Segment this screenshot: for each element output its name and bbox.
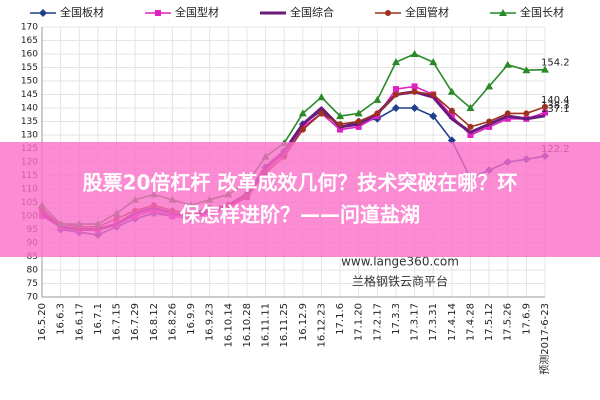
point bbox=[354, 109, 363, 117]
end-label: 140.4 bbox=[541, 95, 570, 106]
x-tick-label: 16.7.29 bbox=[130, 303, 141, 341]
point bbox=[392, 86, 399, 93]
point bbox=[299, 126, 306, 133]
x-tick-label: 16.11.11 bbox=[261, 303, 272, 348]
y-tick-label: 150 bbox=[21, 77, 38, 87]
y-tick-label: 145 bbox=[21, 90, 38, 100]
y-tick-label: 170 bbox=[21, 23, 38, 33]
y-tick-label: 155 bbox=[21, 63, 38, 73]
point bbox=[523, 110, 530, 117]
x-tick-label: 16.10.14 bbox=[223, 303, 234, 348]
y-tick-label: 130 bbox=[21, 131, 38, 141]
point bbox=[429, 58, 438, 66]
point bbox=[336, 112, 345, 120]
legend-label: 全国型材 bbox=[175, 5, 219, 19]
point bbox=[385, 10, 391, 16]
y-tick-label: 80 bbox=[27, 266, 39, 276]
point bbox=[410, 104, 419, 112]
x-tick-label: 16.12.9 bbox=[298, 303, 309, 341]
point bbox=[466, 104, 475, 111]
point bbox=[499, 9, 507, 16]
x-tick-label: 17.4.28 bbox=[465, 303, 476, 341]
x-tick-label: 16.6.17 bbox=[74, 303, 85, 341]
point bbox=[298, 109, 307, 117]
point bbox=[485, 82, 494, 90]
point bbox=[448, 107, 455, 114]
x-tick-label: 17.5.12 bbox=[484, 303, 495, 341]
x-tick-label: 预测2017-6-23 bbox=[538, 303, 551, 375]
point bbox=[374, 110, 381, 117]
legend-label: 全国长材 bbox=[520, 5, 564, 19]
point bbox=[355, 123, 362, 130]
x-tick-label: 17.2.17 bbox=[372, 303, 383, 341]
x-tick-label: 16.9.9 bbox=[186, 303, 197, 335]
x-tick-label: 17.3.17 bbox=[410, 303, 421, 341]
x-tick-label: 17.1.6 bbox=[335, 303, 346, 335]
point bbox=[411, 83, 418, 90]
x-tick-label: 16.9.23 bbox=[205, 303, 216, 341]
legend-label: 全国综合 bbox=[290, 5, 334, 19]
x-tick-label: 17.6.9 bbox=[521, 303, 532, 335]
overlay-title: 保怎样进阶？——问道盐湖 bbox=[179, 203, 420, 227]
point bbox=[503, 60, 512, 68]
x-tick-label: 16.11.25 bbox=[279, 303, 290, 348]
point bbox=[392, 91, 399, 98]
x-tick-label: 16.10.28 bbox=[242, 303, 253, 348]
y-tick-label: 135 bbox=[21, 117, 38, 127]
y-tick-label: 70 bbox=[27, 293, 39, 303]
point bbox=[317, 93, 326, 101]
x-tick-label: 17.5.26 bbox=[503, 303, 514, 341]
y-tick-label: 140 bbox=[21, 104, 38, 114]
x-tick-label: 17.1.20 bbox=[354, 303, 365, 341]
x-tick-label: 17.4.14 bbox=[447, 303, 458, 341]
x-tick-label: 16.7.1 bbox=[93, 303, 104, 335]
end-label: 137.1 bbox=[541, 104, 570, 115]
point bbox=[337, 126, 344, 133]
end-label: 138.3 bbox=[541, 101, 570, 112]
point bbox=[391, 104, 400, 112]
point bbox=[39, 9, 47, 17]
y-tick-label: 75 bbox=[27, 279, 38, 289]
point bbox=[318, 110, 325, 117]
y-tick-label: 165 bbox=[21, 36, 38, 46]
x-tick-label: 16.8.26 bbox=[167, 303, 178, 341]
point bbox=[373, 95, 382, 103]
x-tick-label: 16.6.3 bbox=[56, 303, 67, 335]
point bbox=[522, 66, 531, 74]
x-tick-label: 16.5.20 bbox=[37, 303, 48, 341]
point bbox=[429, 112, 438, 121]
overlay-band bbox=[0, 142, 600, 257]
end-label: 154.2 bbox=[541, 58, 570, 69]
point bbox=[504, 110, 511, 117]
x-tick-label: 17.3.3 bbox=[391, 303, 402, 335]
x-tick-label: 17.3.31 bbox=[428, 303, 439, 341]
overlay-title: 股票20倍杠杆 改革成效几何？技术突破在哪？环 bbox=[83, 171, 518, 195]
legend-label: 全国管材 bbox=[405, 5, 449, 19]
point bbox=[467, 132, 474, 138]
y-tick-label: 160 bbox=[21, 50, 38, 60]
point bbox=[155, 10, 161, 16]
point bbox=[391, 58, 400, 66]
watermark: 兰格钢铁云商平台 bbox=[352, 274, 448, 289]
watermark: www.lange360.com bbox=[341, 255, 459, 269]
point bbox=[337, 121, 344, 128]
point bbox=[542, 103, 548, 110]
point bbox=[430, 91, 437, 98]
legend-label: 全国板材 bbox=[60, 5, 104, 19]
point bbox=[541, 65, 549, 73]
x-tick-label: 16.12.23 bbox=[316, 303, 327, 348]
point bbox=[411, 88, 418, 95]
x-tick-label: 16.8.12 bbox=[149, 303, 160, 341]
point bbox=[504, 115, 511, 122]
point bbox=[467, 123, 474, 130]
x-tick-label: 16.7.15 bbox=[112, 303, 123, 341]
point bbox=[542, 109, 548, 116]
point bbox=[410, 50, 419, 57]
point bbox=[448, 113, 455, 120]
point bbox=[355, 118, 362, 125]
point bbox=[486, 118, 493, 125]
point bbox=[447, 87, 456, 95]
point bbox=[486, 123, 493, 130]
